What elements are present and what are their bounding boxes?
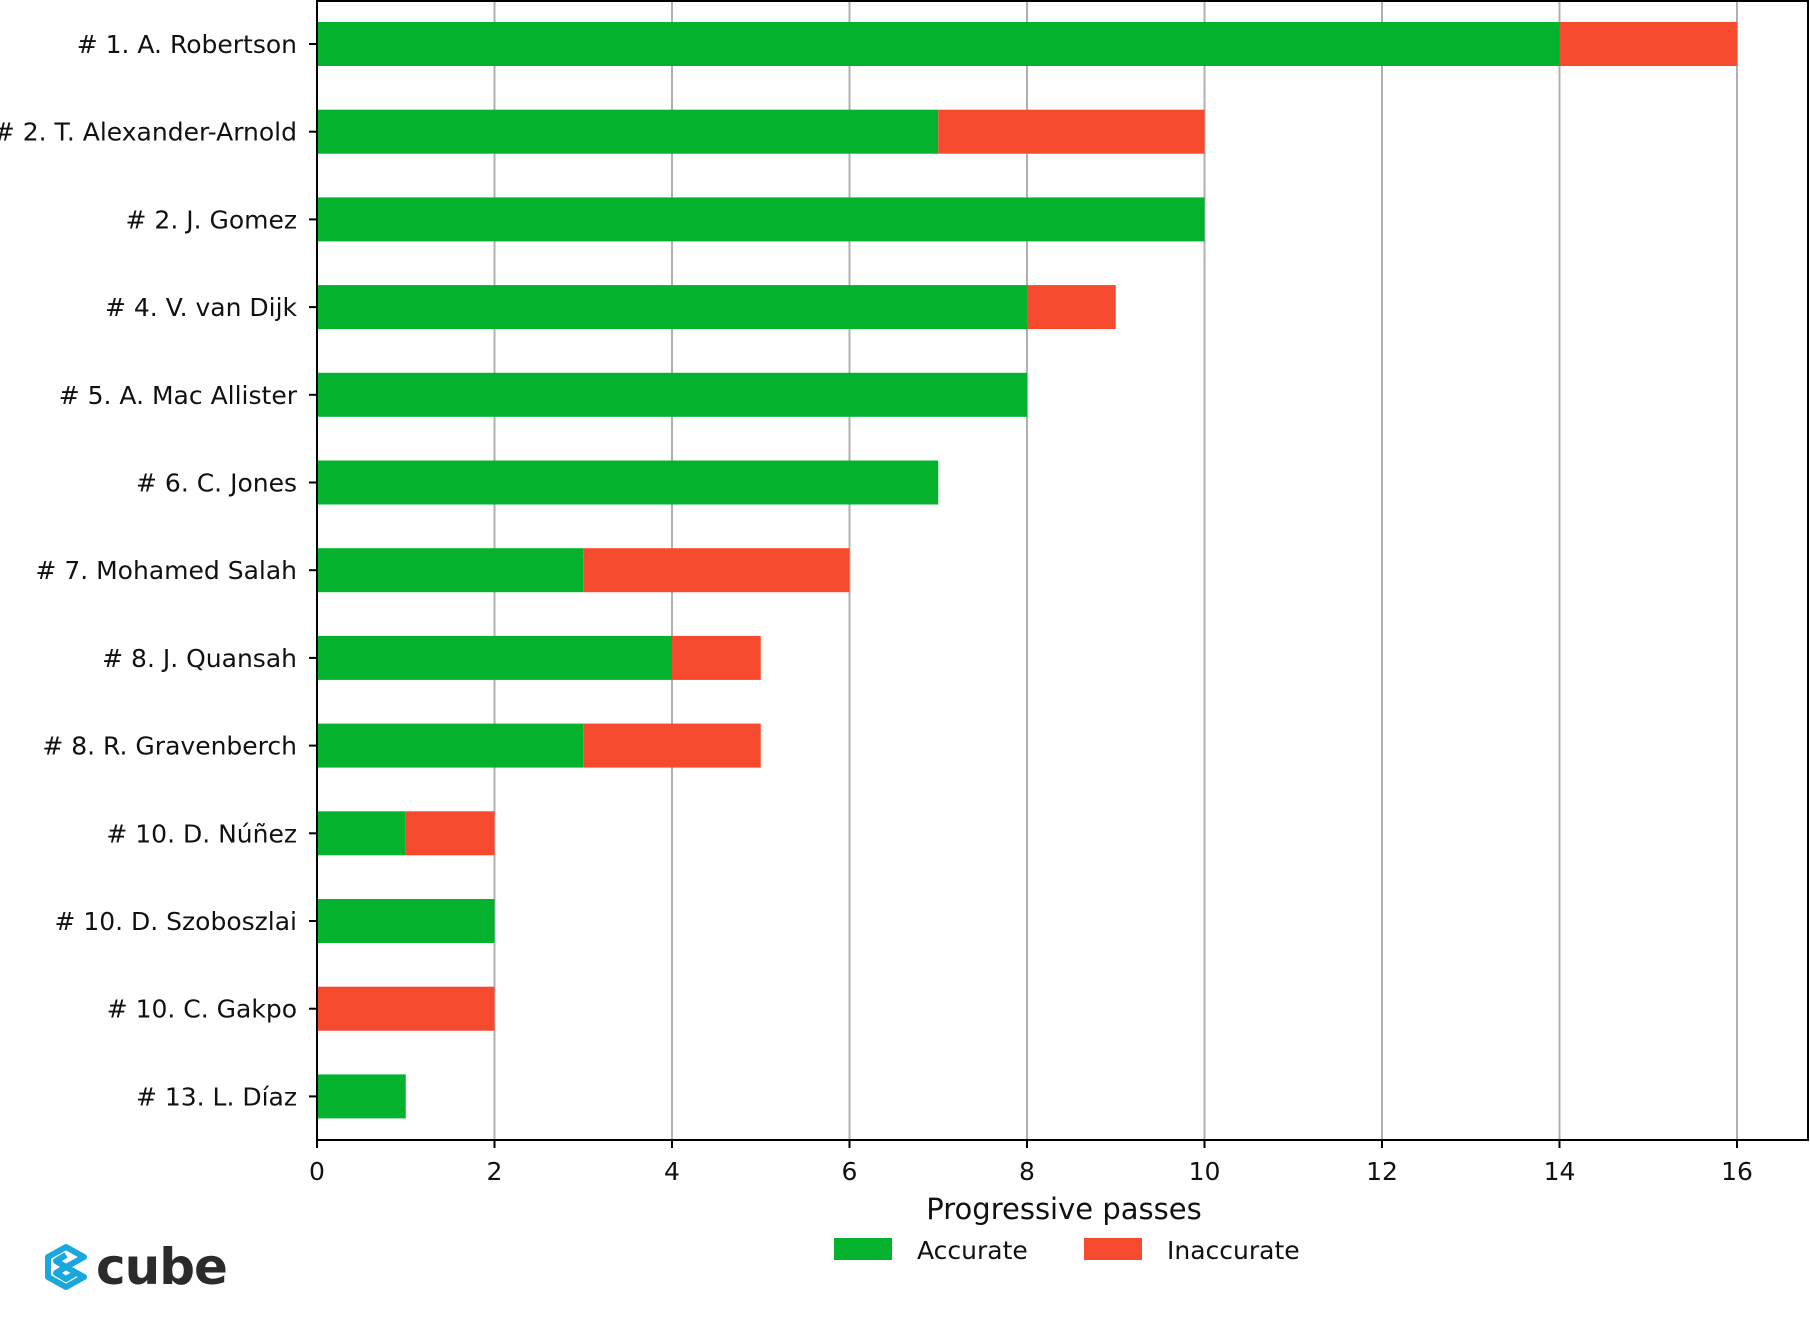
cube-logo-icon — [45, 1244, 87, 1290]
y-axis-labels: # 1. A. Robertson # 2. T. Alexander-Arnol… — [0, 30, 317, 1111]
bars — [317, 22, 1737, 1119]
category-label: # 8. J. Quansah — [102, 644, 297, 673]
bar-accurate-7 — [317, 548, 584, 593]
bar-accurate-10 — [317, 811, 406, 856]
bar-accurate-2 — [317, 109, 939, 154]
x-tick-label: 12 — [1366, 1157, 1398, 1186]
category-label: # 6. C. Jones — [136, 469, 297, 498]
category-label: # 2. J. Gomez — [126, 205, 297, 234]
legend-label-accurate: Accurate — [917, 1236, 1028, 1265]
bar-inaccurate-8 — [672, 635, 761, 680]
x-tick-label: 8 — [1019, 1157, 1035, 1186]
category-label: # 10. D. Núñez — [106, 819, 297, 848]
bar-inaccurate-2 — [938, 109, 1205, 154]
x-tick-label: 6 — [842, 1157, 858, 1186]
bar-inaccurate-4 — [1027, 285, 1116, 330]
x-tick-label: 16 — [1721, 1157, 1753, 1186]
category-label: # 10. C. Gakpo — [107, 995, 297, 1024]
bar-accurate-6 — [317, 460, 939, 505]
bar-inaccurate-9 — [583, 723, 761, 768]
x-tick-label: 14 — [1544, 1157, 1576, 1186]
x-tick-label: 4 — [664, 1157, 680, 1186]
bar-accurate-9 — [317, 723, 584, 768]
category-label: # 8. R. Gravenberch — [42, 732, 297, 761]
bar-inaccurate-1 — [1559, 22, 1737, 66]
category-label: # 10. D. Szoboszlai — [54, 907, 297, 936]
category-label: # 7. Mohamed Salah — [35, 556, 297, 585]
category-label: # 4. V. van Dijk — [105, 293, 298, 322]
category-label: # 1. A. Robertson — [77, 30, 297, 59]
x-tick-label: 0 — [309, 1157, 325, 1186]
bar-inaccurate-12 — [317, 986, 495, 1031]
x-axis-title: Progressive passes — [926, 1192, 1201, 1226]
category-label: # 5. A. Mac Allister — [59, 381, 298, 410]
bar-inaccurate-10 — [405, 811, 495, 856]
brand-name: cube — [96, 1238, 228, 1296]
legend-swatch-accurate — [834, 1238, 892, 1260]
bar-accurate-4 — [317, 285, 1027, 330]
x-axis-ticks: 0 2 4 6 8 10 12 14 16 — [309, 1140, 1753, 1186]
bar-accurate-11 — [317, 899, 495, 943]
legend: Accurate Inaccurate — [834, 1236, 1300, 1265]
bar-accurate-3 — [317, 197, 1205, 242]
bar-accurate-13 — [317, 1074, 406, 1119]
x-tick-label: 10 — [1189, 1157, 1221, 1186]
bar-inaccurate-7 — [583, 548, 850, 593]
category-label: # 13. L. Díaz — [136, 1082, 297, 1111]
x-tick-label: 2 — [487, 1157, 503, 1186]
bar-accurate-8 — [317, 635, 672, 680]
category-label: # 2. T. Alexander-Arnold — [0, 118, 297, 147]
brand-logo: cube — [42, 1238, 228, 1296]
bar-accurate-1 — [317, 22, 1560, 66]
legend-label-inaccurate: Inaccurate — [1167, 1236, 1300, 1265]
bar-accurate-5 — [317, 372, 1027, 417]
legend-swatch-inaccurate — [1084, 1238, 1142, 1260]
